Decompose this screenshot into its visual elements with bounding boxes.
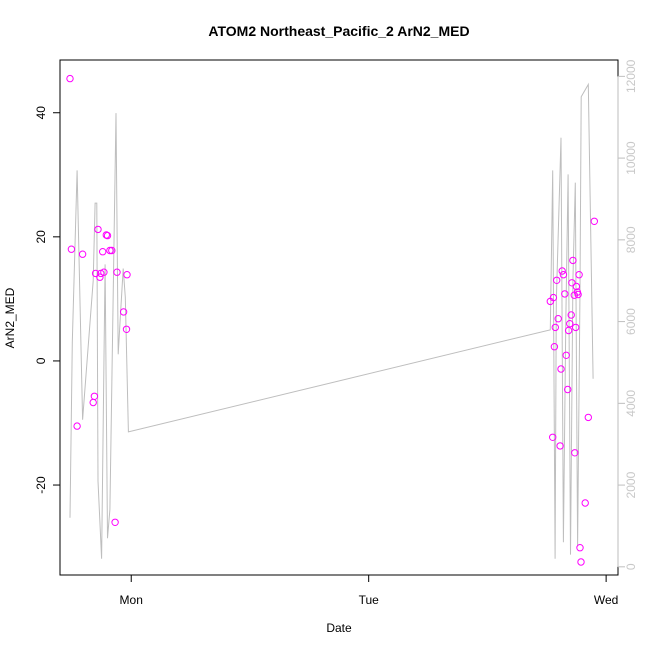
data-point xyxy=(556,442,564,450)
data-point xyxy=(108,246,116,255)
data-point xyxy=(568,279,576,287)
data-point xyxy=(566,320,574,328)
data-point xyxy=(557,365,565,373)
data-point xyxy=(90,392,99,400)
left-tick-label: 20 xyxy=(34,230,48,244)
data-point xyxy=(73,422,81,430)
data-point xyxy=(78,250,87,258)
data-point xyxy=(590,217,598,226)
data-point xyxy=(561,290,569,298)
x-axis-label: Date xyxy=(326,621,352,635)
data-point xyxy=(106,246,114,255)
data-point xyxy=(549,433,557,441)
data-point xyxy=(564,326,573,335)
line-series xyxy=(69,82,594,559)
right-tick-label: 12000 xyxy=(624,59,638,93)
data-point xyxy=(99,248,107,256)
bottom-tick-label: Tue xyxy=(359,593,380,607)
data-point xyxy=(123,271,131,279)
data-point xyxy=(558,267,566,275)
bottom-tick-label: Mon xyxy=(120,593,143,607)
right-tick-label: 8000 xyxy=(624,226,638,253)
data-point xyxy=(122,325,131,333)
data-point xyxy=(577,558,585,566)
bottom-tick-label: Wed xyxy=(594,593,618,607)
left-tick-label: 0 xyxy=(34,357,48,364)
left-tick-label: -20 xyxy=(34,476,48,494)
data-point xyxy=(581,499,589,507)
right-tick-label: 0 xyxy=(624,563,638,570)
data-point xyxy=(119,308,128,316)
data-point xyxy=(89,398,97,407)
left-tick-label: 40 xyxy=(34,106,48,120)
data-point xyxy=(550,343,559,351)
data-point xyxy=(96,273,104,281)
data-point xyxy=(575,271,583,279)
right-tick-label: 6000 xyxy=(624,308,638,335)
data-point xyxy=(111,518,119,526)
series-line xyxy=(69,82,594,559)
data-point xyxy=(94,225,102,234)
data-point xyxy=(553,276,561,284)
data-point xyxy=(91,269,100,278)
data-point xyxy=(564,385,572,394)
data-point xyxy=(572,282,581,291)
left-axis: -20 0 20 40 xyxy=(34,106,61,494)
bottom-axis: Mon Tue Wed xyxy=(120,574,618,607)
right-tick-label: 2000 xyxy=(624,471,638,498)
data-point xyxy=(66,74,74,83)
data-point xyxy=(576,544,584,552)
data-point xyxy=(113,268,121,276)
data-point xyxy=(584,413,592,422)
data-point xyxy=(554,315,562,323)
data-point xyxy=(100,268,108,276)
right-tick-label: 4000 xyxy=(624,390,638,417)
right-axis: 0 2000 4000 6000 8000 10000 12000 xyxy=(617,59,638,570)
data-point xyxy=(67,245,76,253)
data-point xyxy=(571,449,579,457)
data-point xyxy=(574,290,582,299)
point-series xyxy=(66,74,598,566)
data-point xyxy=(549,293,558,302)
data-point xyxy=(572,323,580,332)
data-point xyxy=(103,231,112,240)
data-point xyxy=(559,271,568,279)
data-point xyxy=(562,351,570,359)
data-point xyxy=(569,256,577,265)
right-tick-label: 10000 xyxy=(624,141,638,175)
data-point xyxy=(551,323,559,332)
y-axis-label: ArN2_MED xyxy=(3,287,17,348)
data-point xyxy=(567,311,575,319)
plot-frame xyxy=(59,59,619,576)
chart-title: ATOM2 Northeast_Pacific_2 ArN2_MED xyxy=(208,23,469,39)
